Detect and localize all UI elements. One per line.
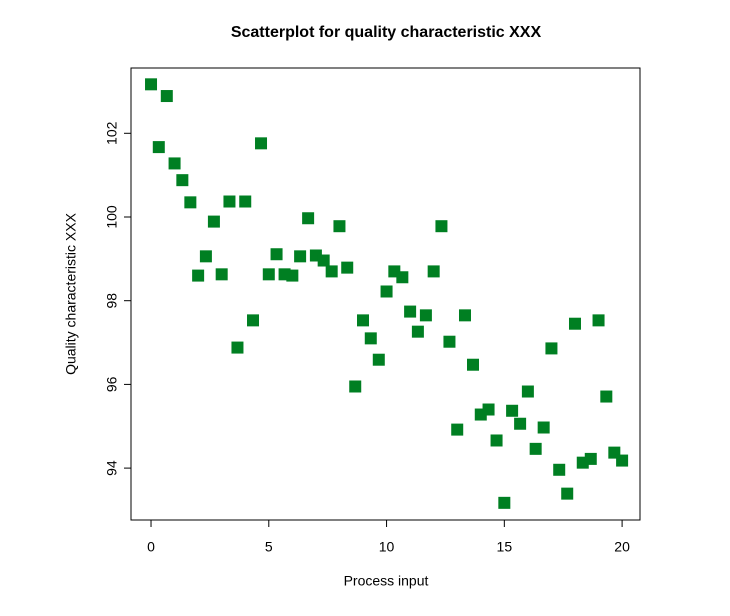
point xyxy=(529,442,542,455)
point xyxy=(490,434,503,447)
point xyxy=(192,269,205,282)
point xyxy=(270,248,283,261)
point xyxy=(341,261,354,274)
point xyxy=(427,265,440,278)
point xyxy=(199,250,212,263)
x-tick-label: 15 xyxy=(497,539,513,555)
point xyxy=(262,268,275,281)
point xyxy=(207,215,220,228)
point xyxy=(215,268,228,281)
point xyxy=(545,342,558,355)
x-tick-label: 10 xyxy=(379,539,395,555)
point xyxy=(380,285,393,298)
point xyxy=(145,78,158,91)
point xyxy=(561,487,574,500)
y-axis-label: Quality characteristic XXX xyxy=(63,212,79,374)
x-tick-label: 20 xyxy=(614,539,630,555)
y-tick-label: 102 xyxy=(104,121,120,145)
point xyxy=(521,385,534,398)
point xyxy=(443,335,456,348)
point xyxy=(467,358,480,371)
point xyxy=(482,403,495,416)
point xyxy=(286,269,299,282)
point xyxy=(231,341,244,354)
point xyxy=(223,195,236,208)
y-tick-label: 98 xyxy=(104,293,120,309)
point xyxy=(584,452,597,465)
point xyxy=(152,141,165,154)
point xyxy=(317,254,330,267)
point xyxy=(404,305,417,318)
x-tick-label: 0 xyxy=(147,539,155,555)
point xyxy=(184,196,197,209)
point xyxy=(372,353,385,366)
point xyxy=(396,271,409,284)
point xyxy=(160,90,173,103)
point xyxy=(333,220,346,233)
point xyxy=(568,317,581,330)
point xyxy=(600,390,613,403)
point xyxy=(616,454,629,467)
point xyxy=(435,220,448,233)
point xyxy=(168,157,181,170)
point xyxy=(553,463,566,476)
point xyxy=(537,421,550,434)
point xyxy=(255,137,268,150)
point xyxy=(302,212,315,225)
chart-title: Scatterplot for quality characteristic X… xyxy=(231,24,542,41)
point xyxy=(309,249,322,262)
point xyxy=(364,332,377,345)
point xyxy=(506,404,519,417)
y-tick-label: 100 xyxy=(104,205,120,229)
point xyxy=(349,380,362,393)
point xyxy=(247,314,260,327)
point xyxy=(458,309,471,322)
point xyxy=(294,250,307,263)
y-tick-label: 96 xyxy=(104,376,120,392)
point xyxy=(325,265,338,278)
point xyxy=(419,309,432,322)
point xyxy=(411,325,424,338)
point xyxy=(451,423,464,436)
point xyxy=(592,314,605,327)
point xyxy=(498,496,511,509)
point xyxy=(357,314,370,327)
point xyxy=(176,174,189,187)
x-tick-label: 5 xyxy=(265,539,273,555)
x-axis-label: Process input xyxy=(344,573,429,589)
point xyxy=(514,417,527,430)
point xyxy=(239,195,252,208)
y-tick-label: 94 xyxy=(104,460,120,476)
